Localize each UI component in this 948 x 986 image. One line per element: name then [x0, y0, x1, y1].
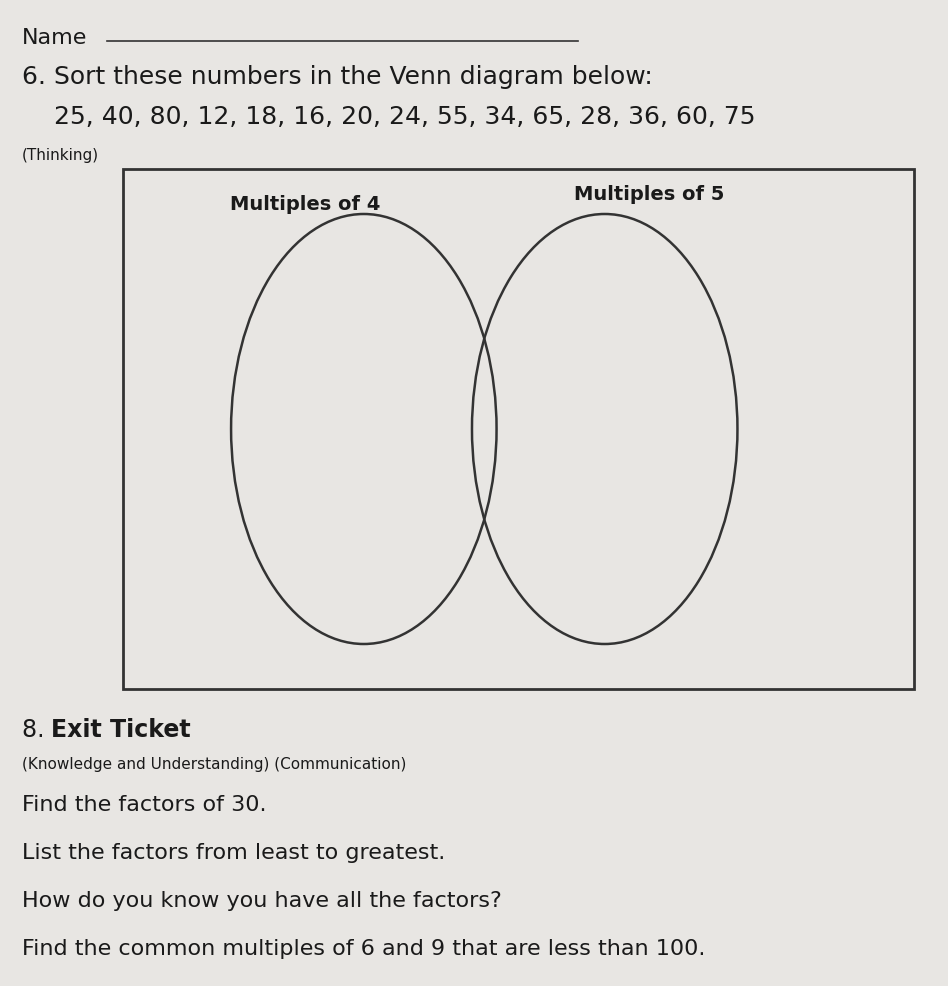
- Bar: [123, 170, 915, 689]
- Text: Multiples of 5: Multiples of 5: [574, 184, 724, 204]
- Text: (Thinking): (Thinking): [22, 148, 99, 163]
- Text: 6. Sort these numbers in the Venn diagram below:: 6. Sort these numbers in the Venn diagra…: [22, 65, 652, 89]
- Text: List the factors from least to greatest.: List the factors from least to greatest.: [22, 842, 445, 862]
- Text: Multiples of 4: Multiples of 4: [229, 195, 380, 214]
- Text: Find the common multiples of 6 and 9 that are less than 100.: Find the common multiples of 6 and 9 tha…: [22, 938, 705, 958]
- Text: Find the factors of 30.: Find the factors of 30.: [22, 794, 266, 814]
- Text: 25, 40, 80, 12, 18, 16, 20, 24, 55, 34, 65, 28, 36, 60, 75: 25, 40, 80, 12, 18, 16, 20, 24, 55, 34, …: [22, 105, 756, 129]
- Text: (Knowledge and Understanding) (Communication): (Knowledge and Understanding) (Communica…: [22, 756, 406, 771]
- Text: 8.: 8.: [22, 717, 51, 741]
- Text: Name: Name: [22, 28, 87, 48]
- Text: How do you know you have all the factors?: How do you know you have all the factors…: [22, 890, 501, 910]
- Text: Exit Ticket: Exit Ticket: [51, 717, 191, 741]
